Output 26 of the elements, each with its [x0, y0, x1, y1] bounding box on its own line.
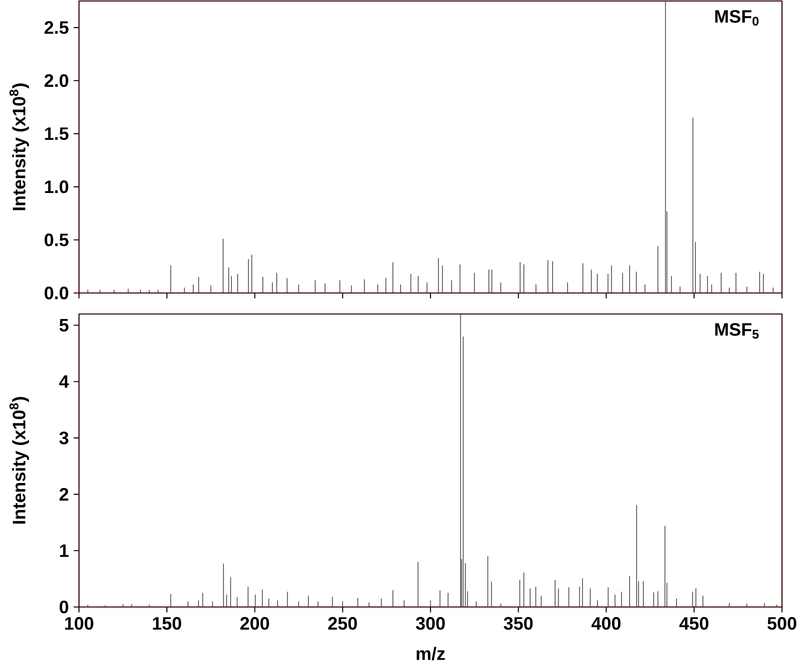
x-tick-label: 250	[328, 617, 357, 630]
x-tick-label: 100	[65, 617, 94, 630]
y-tick-label: 3	[59, 432, 68, 444]
y-axis-title: Intensity (x10$^{8}$)	[9, 397, 30, 524]
x-tick-label: 500	[768, 617, 796, 630]
x-tick-label: 150	[152, 617, 182, 630]
x-tick-label: 300	[416, 617, 445, 630]
x-tick-label: 400	[592, 617, 621, 630]
y-tick-label: 2.5	[44, 21, 68, 34]
y-tick-label: 1	[60, 544, 68, 557]
x-axis-title: m/z	[416, 646, 445, 660]
y-tick-label: 0.5	[44, 234, 68, 246]
y-tick-label: 4	[59, 375, 69, 388]
y-tick-label: 0	[60, 600, 68, 614]
y-tick-label: 0.0	[44, 286, 68, 300]
x-tick-label: 200	[240, 617, 270, 630]
x-tick-label: 450	[679, 617, 708, 630]
annotation: MSF$_{0}$	[715, 10, 759, 26]
y-tick-label: 2.0	[44, 74, 68, 87]
y-tick-label: 5	[59, 318, 68, 332]
x-tick-label: 350	[504, 617, 533, 630]
annotation: MSF$_{5}$	[715, 323, 759, 339]
y-tick-label: 1.0	[45, 180, 68, 194]
y-axis-title: Intensity (x10$^{8}$)	[9, 84, 30, 210]
y-tick-label: 1.5	[45, 127, 68, 140]
y-tick-label: 2	[60, 488, 68, 501]
